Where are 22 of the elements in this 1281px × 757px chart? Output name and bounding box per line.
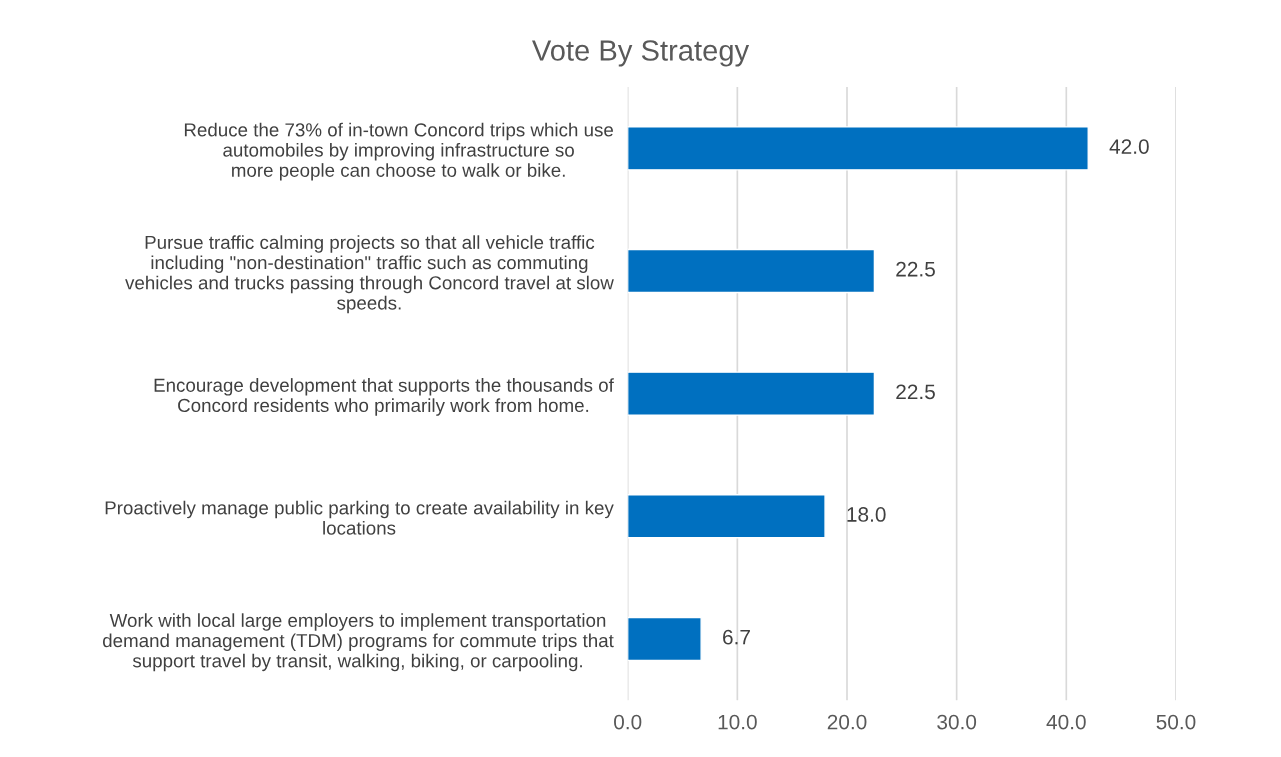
y-tick-label: Reduce the 73% of in-town Concord trips which use automobiles by improving infrastructure so more people can choose to walk or bike. xyxy=(184,122,613,181)
y-tick-label: Work with local large employers to implement transportation demand management (TDM) programs for commute trips that support travel by transit, walking, biking, or carpooling. xyxy=(102,613,614,672)
data-label: 42.0 xyxy=(1109,139,1149,154)
data-label: 22.5 xyxy=(896,261,935,277)
x-tick-label: 0.0 xyxy=(614,714,642,730)
bar xyxy=(627,248,876,294)
y-tick-label: Encourage development that supports the thousands of Concord residents who primarily work from home. xyxy=(154,378,614,416)
data-label: 22.5 xyxy=(896,384,935,400)
data-label: 18.0 xyxy=(847,507,886,522)
y-tick-label: Proactively manage public parking to create availability in key locations xyxy=(105,500,614,535)
bar xyxy=(627,494,826,539)
x-tick-label: 10.0 xyxy=(718,714,757,730)
data-label: 6.7 xyxy=(723,629,750,645)
bar xyxy=(627,371,876,416)
x-tick-label: 20.0 xyxy=(827,714,867,730)
bar xyxy=(627,616,702,662)
chart-title: Vote By Strategy xyxy=(532,40,750,67)
x-tick-label: 40.0 xyxy=(1046,714,1086,730)
x-tick-label: 50.0 xyxy=(1156,714,1196,730)
x-tick-label: 30.0 xyxy=(937,714,977,730)
y-tick-label: Pursue traffic calming projects so that all vehicle traffic including "non-destination" traffic such as commuting vehicles and trucks passing through Concord travel at slow speeds. xyxy=(125,235,614,314)
bar xyxy=(627,126,1089,171)
